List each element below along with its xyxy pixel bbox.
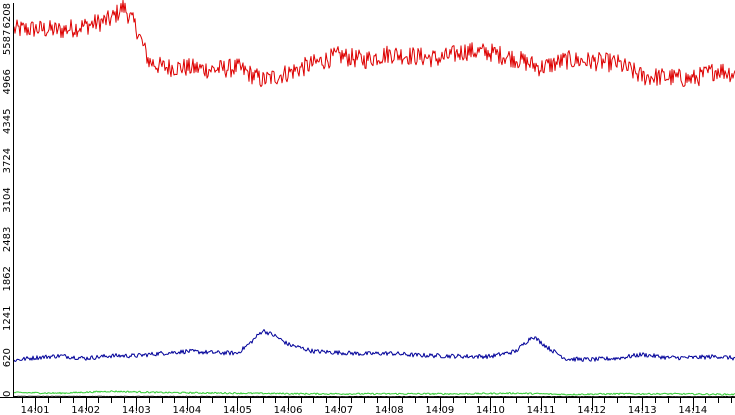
x-tick-label: 14:12 bbox=[577, 405, 606, 415]
y-tick-label: 1862 bbox=[2, 266, 13, 291]
x-tick-label: 14:07 bbox=[324, 405, 353, 415]
x-tick-label: 14:13 bbox=[628, 405, 657, 415]
x-tick-label: 14:06 bbox=[274, 405, 303, 415]
x-tick-label: 14:14 bbox=[678, 405, 707, 415]
y-tick-label: 3724 bbox=[2, 148, 13, 173]
series-line-1 bbox=[13, 0, 735, 88]
x-tick-label: 14:08 bbox=[375, 405, 404, 415]
x-tick-label: 14:01 bbox=[21, 405, 50, 415]
series-line-3 bbox=[13, 390, 735, 396]
y-tick-label: 6208 bbox=[2, 3, 13, 28]
series-layer bbox=[13, 0, 735, 398]
y-tick-label: 5587 bbox=[2, 30, 13, 55]
x-tick-label: 14:09 bbox=[425, 405, 454, 415]
x-tick-label: 14:03 bbox=[122, 405, 151, 415]
series-line-2 bbox=[13, 329, 735, 362]
y-tick-label: 4345 bbox=[2, 109, 13, 134]
y-tick-label: 1241 bbox=[2, 306, 13, 331]
y-tick-label: 2483 bbox=[2, 227, 13, 252]
x-tick-label: 14:02 bbox=[71, 405, 100, 415]
x-tick-label: 14:11 bbox=[527, 405, 556, 415]
x-tick-label: 14:05 bbox=[223, 405, 252, 415]
y-tick-label: 3104 bbox=[2, 187, 13, 212]
y-tick-label: 4966 bbox=[2, 69, 13, 94]
x-tick-label: 14:04 bbox=[172, 405, 201, 415]
y-tick-label: 0 bbox=[2, 391, 13, 397]
axes-layer: 0 620 1241 1862 2483 3104 3724 4345 4966 5587 6208… bbox=[0, 3, 735, 415]
x-tick-label: 14:10 bbox=[476, 405, 505, 415]
y-tick-label: 620 bbox=[2, 348, 13, 367]
series-line-4 bbox=[13, 395, 735, 398]
